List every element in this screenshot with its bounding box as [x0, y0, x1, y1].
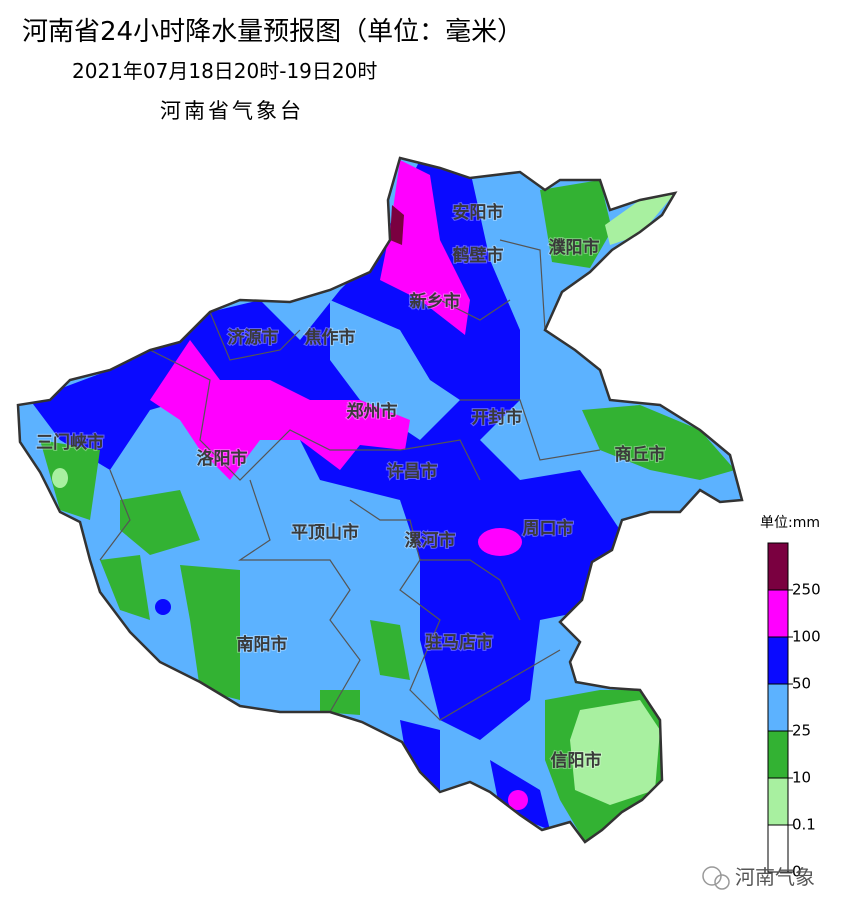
- zone-50: [155, 599, 171, 615]
- legend-label: 10: [792, 769, 811, 787]
- zone-250: [390, 205, 404, 245]
- legend-swatch: [767, 589, 789, 638]
- city-label: 新乡市: [410, 291, 461, 312]
- zone-100: [380, 160, 470, 335]
- city-label: 周口市: [523, 518, 574, 539]
- city-label: 焦作市: [304, 327, 356, 348]
- legend-label: 250: [792, 581, 821, 599]
- legend-label: 0.1: [792, 816, 816, 834]
- legend-label: 25: [792, 722, 811, 740]
- zone-100: [150, 340, 410, 480]
- legend-swatch: [767, 777, 789, 826]
- city-label: 开封市: [472, 407, 523, 428]
- city-label: 信阳市: [551, 750, 602, 771]
- city-label: 平顶山市: [291, 522, 359, 543]
- legend-swatch: [767, 824, 789, 873]
- legend-swatch: [767, 636, 789, 685]
- watermark-icon: [702, 866, 722, 886]
- city-label: 许昌市: [387, 461, 438, 482]
- city-label: 商丘市: [615, 444, 666, 465]
- watermark: 河南气象: [702, 865, 815, 890]
- city-label: 三门峡市: [36, 432, 104, 453]
- zone-0.1: [52, 468, 68, 488]
- watermark-icon: [714, 874, 730, 890]
- city-label: 洛阳市: [197, 448, 248, 469]
- city-label: 驻马店市: [425, 632, 493, 653]
- legend-swatch: [767, 683, 789, 732]
- issuer: 河南省气象台: [160, 99, 304, 123]
- city-label: 濮阳市: [549, 237, 600, 258]
- zone-0.1: [605, 193, 675, 245]
- city-label: 南阳市: [237, 634, 288, 655]
- legend-label: 100: [792, 628, 821, 646]
- legend: 单位:mm 250 100 50 25 10 0.1 0: [760, 515, 821, 881]
- city-label: 漯河市: [405, 530, 456, 551]
- city-label: 郑州市: [347, 401, 398, 422]
- period: 2021年07月18日20时-19日20时: [72, 59, 377, 83]
- watermark-text: 河南气象: [735, 865, 815, 889]
- legend-label: 0: [792, 863, 802, 881]
- zone-10: [540, 180, 612, 268]
- legend-swatch: [767, 730, 789, 779]
- zone-25: [330, 300, 460, 440]
- zone-100: [508, 790, 528, 810]
- title: 河南省24小时降水量预报图（单位：毫米）: [22, 17, 523, 47]
- zone-100: [478, 528, 522, 556]
- city-label: 鹤壁市: [453, 245, 504, 266]
- legend-title: 单位:mm: [760, 515, 820, 531]
- district-borders: [99, 239, 601, 721]
- zone-0.1: [570, 700, 660, 805]
- city-label: 安阳市: [453, 202, 504, 223]
- city-label: 济源市: [228, 327, 279, 348]
- legend-swatch: [767, 542, 789, 591]
- zone-10: [40, 440, 410, 715]
- legend-label: 50: [792, 675, 811, 693]
- zone-10: [582, 405, 735, 480]
